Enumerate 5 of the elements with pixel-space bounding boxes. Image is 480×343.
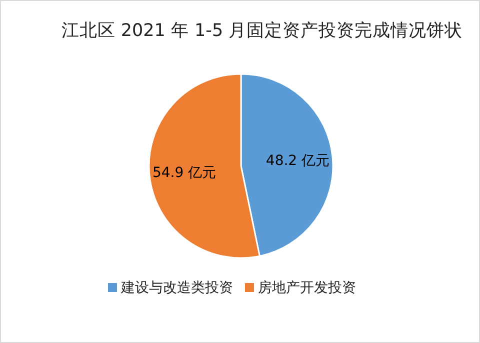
data-label: 48.2 亿元 bbox=[266, 153, 330, 170]
data-label: 54.9 亿元 bbox=[152, 164, 216, 181]
legend-label: 房地产开发投资 bbox=[258, 280, 356, 296]
legend-label: 建设与改造类投资 bbox=[120, 280, 233, 296]
chart-title: 江北区 2021 年 1-5 月固定资产投资完成情况饼状 bbox=[61, 20, 463, 41]
